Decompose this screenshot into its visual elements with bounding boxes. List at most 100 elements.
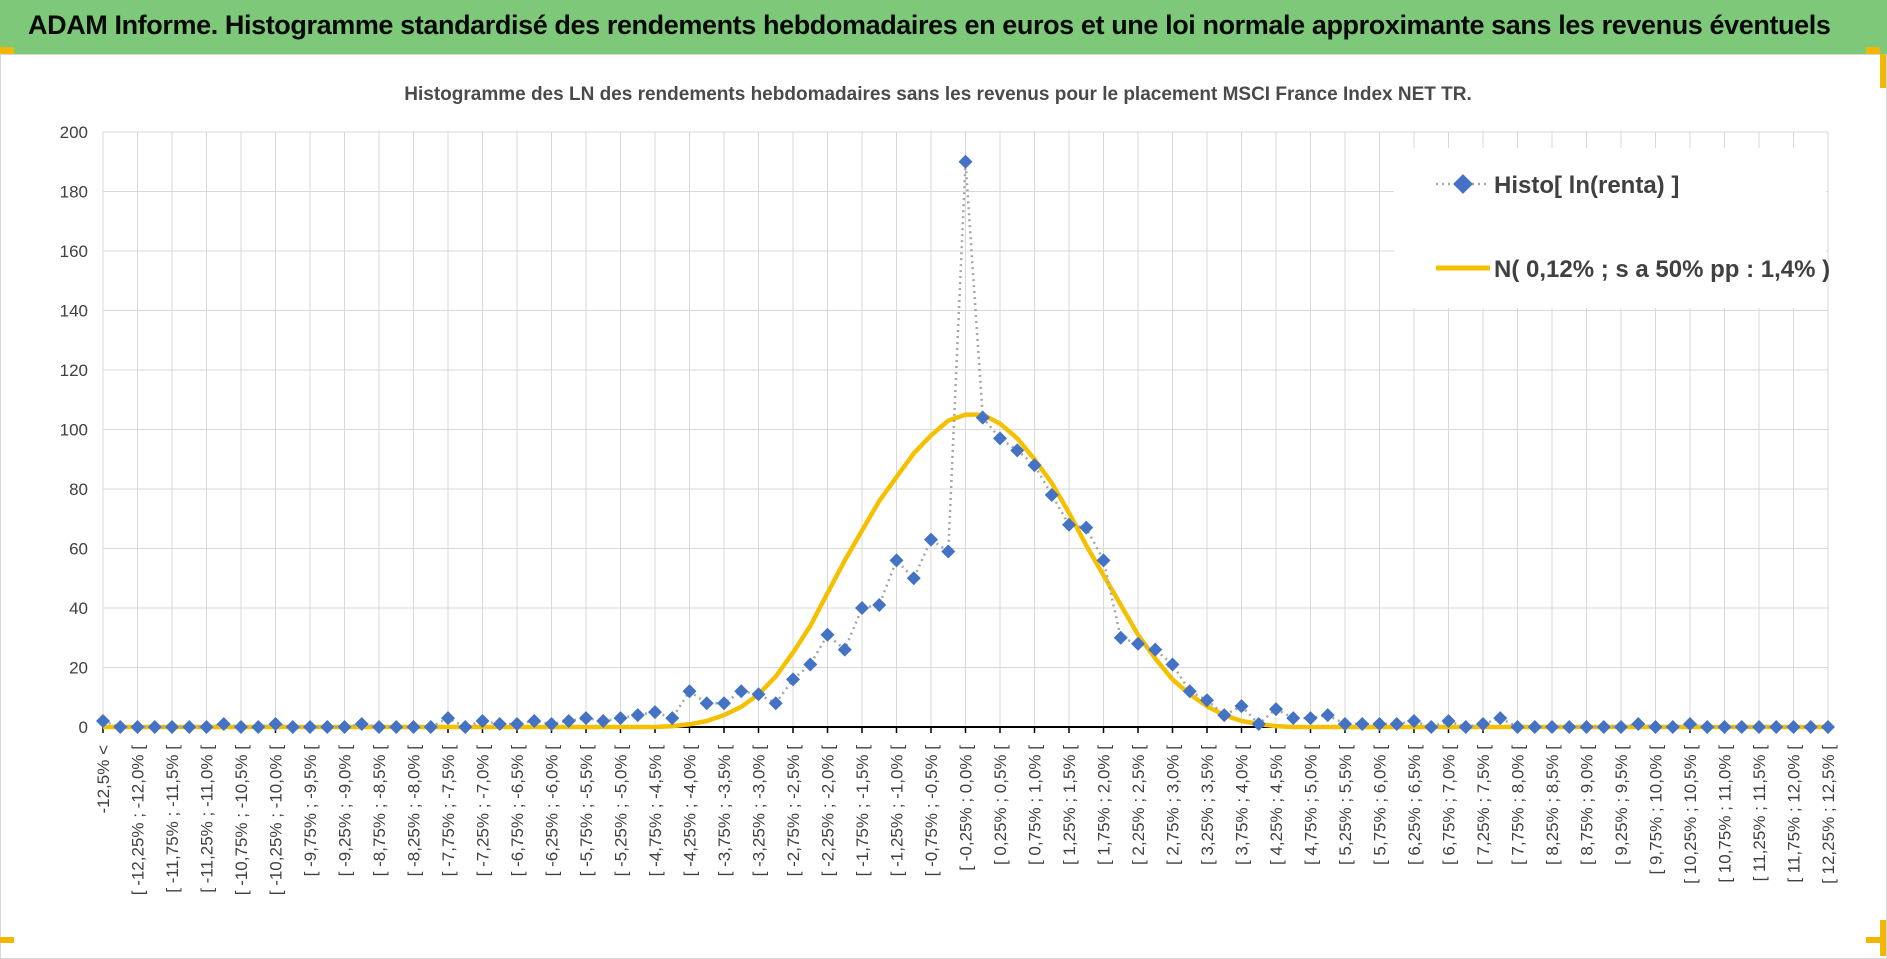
histogram-point — [544, 717, 559, 732]
histogram-point — [906, 571, 921, 586]
histogram-point — [372, 720, 386, 734]
x-tick-label: -12,5% < — [94, 745, 113, 814]
y-tick-label: 200 — [60, 123, 88, 142]
histogram-point — [1234, 699, 1249, 714]
histogram-point — [1631, 717, 1646, 732]
histogram-point — [1389, 717, 1404, 732]
histogram-point — [1803, 720, 1818, 734]
y-tick-label: 120 — [60, 361, 88, 380]
x-tick-label: [ 1,25% ; 1,5% [ — [1060, 745, 1079, 865]
x-tick-label: [ -8,25% ; -8,0% [ — [405, 745, 424, 877]
x-tick-label: [ -9,25% ; -9,0% [ — [336, 745, 355, 877]
histogram-point — [958, 154, 973, 169]
histogram-point — [1182, 684, 1197, 699]
histogram-point — [303, 720, 317, 734]
histogram-point — [234, 720, 248, 734]
legend-histo-marker — [1453, 174, 1473, 194]
x-tick-label: [ 0,75% ; 1,0% [ — [1026, 745, 1045, 865]
histogram-point — [1338, 717, 1352, 732]
histogram-point — [475, 714, 490, 729]
y-tick-label: 180 — [60, 183, 88, 202]
histogram-point — [130, 720, 145, 734]
x-tick-label: [ -6,75% ; -6,5% [ — [508, 745, 527, 877]
histogram-point — [510, 717, 524, 732]
histogram-point — [682, 684, 697, 699]
title-banner: ADAM Informe. Histogramme standardisé de… — [0, 0, 1887, 54]
x-tick-label: [ 3,75% ; 4,0% [ — [1233, 745, 1252, 865]
histogram-point — [1441, 714, 1456, 729]
histogram-point — [1562, 720, 1577, 734]
report-title: ADAM Informe. Histogramme standardisé de… — [28, 10, 1831, 40]
histogram-point — [147, 720, 162, 734]
histogram-point — [1131, 636, 1145, 651]
y-tick-label: 0 — [79, 718, 88, 737]
x-tick-label: [ -7,25% ; -7,0% [ — [474, 745, 493, 877]
histogram-point — [441, 711, 455, 726]
x-tick-label: [ -3,25% ; -3,0% [ — [750, 745, 769, 877]
chart-gridlines — [102, 131, 1829, 727]
histogram-point — [1579, 720, 1594, 734]
x-tick-label: [ -2,25% ; -2,0% [ — [819, 745, 838, 877]
y-axis: 0 20 40 60 80 100 120 140 160 180 200 — [60, 123, 88, 737]
histogram-point — [1079, 520, 1094, 535]
histogram-point — [458, 720, 473, 734]
x-tick-label: [ 9,25% ; 9,5% [ — [1612, 745, 1631, 865]
legend: Histo[ ln(renta) ] N( 0,12% ; s a 50% pp… — [1394, 148, 1830, 308]
histogram-point — [423, 720, 438, 734]
histogram-point — [1200, 693, 1214, 708]
histogram-point — [1700, 720, 1715, 734]
x-tick-label: [ 8,75% ; 9,0% [ — [1578, 745, 1597, 865]
histogram-point — [1165, 657, 1180, 672]
x-tick-label: [ 8,25% ; 8,5% [ — [1543, 745, 1562, 865]
x-tick-label: [ -9,75% ; -9,5% [ — [301, 745, 320, 877]
histogram-point — [1251, 717, 1266, 732]
y-tick-label: 60 — [69, 540, 88, 559]
histogram-point — [1527, 720, 1542, 734]
corner-mark-top-left — [0, 47, 14, 54]
histogram-point — [1596, 720, 1611, 734]
histogram-point — [96, 714, 110, 729]
legend-normal-label: N( 0,12% ; s a 50% pp : 1,4% ) — [1494, 256, 1830, 283]
histogram-point — [406, 720, 421, 734]
x-tick-label: [ 1,75% ; 2,0% [ — [1095, 745, 1114, 865]
histogram-point — [492, 717, 507, 732]
histogram-point — [768, 696, 783, 711]
x-tick-label: [ 7,25% ; 7,5% [ — [1474, 745, 1493, 865]
x-tick-label: [ 11,75% ; 12,0% [ — [1785, 745, 1804, 883]
histogram-point — [268, 717, 283, 732]
histogram-point — [1476, 717, 1490, 732]
x-tick-label: [ 4,25% ; 4,5% [ — [1267, 745, 1286, 865]
histogram-point — [1320, 708, 1335, 723]
histogram-point — [1734, 720, 1749, 734]
histogram-point — [1303, 711, 1318, 726]
histogram-point — [941, 544, 956, 559]
x-tick-label: [ 5,25% ; 5,5% [ — [1336, 745, 1355, 865]
histogram-point — [1786, 720, 1801, 734]
histogram-point — [1769, 720, 1784, 734]
histogram-point — [1269, 702, 1283, 717]
histogram-point — [613, 711, 628, 726]
corner-mark-right-upper — [1880, 54, 1886, 88]
histogram-point — [1717, 720, 1732, 734]
corner-mark-top-right — [1866, 47, 1880, 54]
x-tick-label: [ -3,75% ; -3,5% [ — [715, 745, 734, 877]
histogram-point — [1458, 720, 1473, 734]
histogram-point — [561, 714, 576, 729]
x-tick-label: [ -2,75% ; -2,5% [ — [784, 745, 803, 877]
histogram-point — [389, 720, 404, 734]
x-tick-label: [ -5,75% ; -5,5% [ — [577, 745, 596, 877]
x-tick-label: [ 6,25% ; 6,5% [ — [1405, 745, 1424, 865]
corner-mark-bottom-right — [1866, 937, 1880, 943]
legend-histo-label: Histo[ ln(renta) ] — [1494, 172, 1679, 199]
histogram-point — [803, 657, 818, 672]
histogram-point — [837, 642, 852, 657]
corner-mark-bottom-left — [0, 937, 14, 943]
x-tick-label: [ 5,75% ; 6,0% [ — [1371, 745, 1390, 865]
x-tick-label: [ -5,25% ; -5,0% [ — [612, 745, 631, 877]
histogram-point — [596, 714, 611, 729]
histogram-point — [1372, 717, 1387, 732]
x-tick-label: [ -8,75% ; -8,5% [ — [370, 745, 389, 877]
x-tick-label: [ -10,75% ; -10,5% [ — [232, 745, 251, 896]
x-tick-label: [ 0,25% ; 0,5% [ — [991, 745, 1010, 865]
histogram-point — [251, 720, 266, 734]
